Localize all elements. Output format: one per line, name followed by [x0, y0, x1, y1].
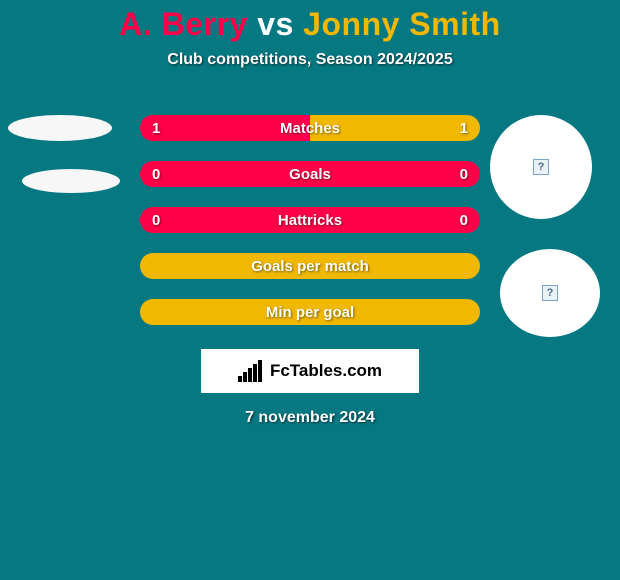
subtitle: Club competitions, Season 2024/2025 — [0, 51, 620, 69]
bar-label: Goals — [140, 166, 480, 183]
bar-label: Matches — [140, 120, 480, 137]
bar-label: Hattricks — [140, 212, 480, 229]
avatar-p2-club — [490, 115, 592, 219]
avatar-p1-club — [8, 115, 112, 141]
stat-row: 00Hattricks — [140, 207, 480, 233]
date-label: 7 november 2024 — [0, 409, 620, 427]
stat-row: 11Matches — [140, 115, 480, 141]
avatar-p1-photo — [22, 169, 120, 193]
placeholder-icon — [533, 159, 549, 175]
comparison-bars: 11Matches 00Goals 00Hattricks Goals per mat… — [140, 115, 480, 345]
placeholder-icon — [542, 285, 558, 301]
badge-text: FcTables.com — [270, 361, 382, 381]
fctables-badge: FcTables.com — [201, 349, 419, 393]
stat-row: Goals per match — [140, 253, 480, 279]
stats-area: 11Matches 00Goals 00Hattricks Goals per mat… — [0, 105, 620, 335]
stat-row: Min per goal — [140, 299, 480, 325]
title-vs: vs — [248, 6, 303, 42]
title-player-1: A. Berry — [119, 6, 248, 42]
bar-label: Min per goal — [140, 304, 480, 321]
chart-icon — [238, 360, 264, 382]
stat-row: 00Goals — [140, 161, 480, 187]
avatar-p2-photo — [500, 249, 600, 337]
page-title: A. Berry vs Jonny Smith — [0, 6, 620, 43]
title-player-2: Jonny Smith — [303, 6, 501, 42]
content: A. Berry vs Jonny Smith Club competition… — [0, 0, 620, 427]
bar-label: Goals per match — [140, 258, 480, 275]
